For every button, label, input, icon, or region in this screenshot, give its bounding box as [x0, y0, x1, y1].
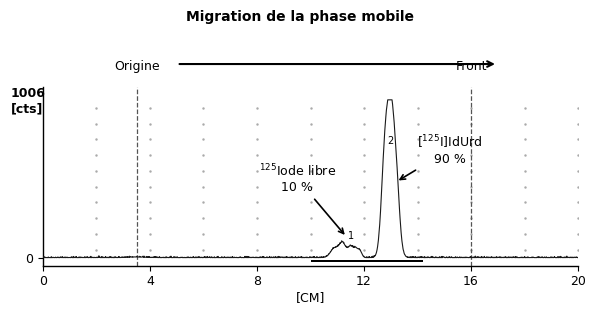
Text: 1006
[cts]: 1006 [cts]	[11, 87, 46, 115]
FancyBboxPatch shape	[311, 259, 423, 262]
Text: Origine: Origine	[114, 60, 159, 73]
X-axis label: [CM]: [CM]	[296, 291, 325, 304]
Text: [$^{125}$I]IdUrd
90 %: [$^{125}$I]IdUrd 90 %	[400, 133, 483, 180]
Text: 1: 1	[347, 232, 354, 241]
Text: 2: 2	[388, 136, 394, 146]
Text: Migration de la phase mobile: Migration de la phase mobile	[186, 10, 415, 24]
Text: Front: Front	[456, 60, 487, 73]
Text: $^{125}$Iode libre
10 %: $^{125}$Iode libre 10 %	[258, 163, 344, 234]
